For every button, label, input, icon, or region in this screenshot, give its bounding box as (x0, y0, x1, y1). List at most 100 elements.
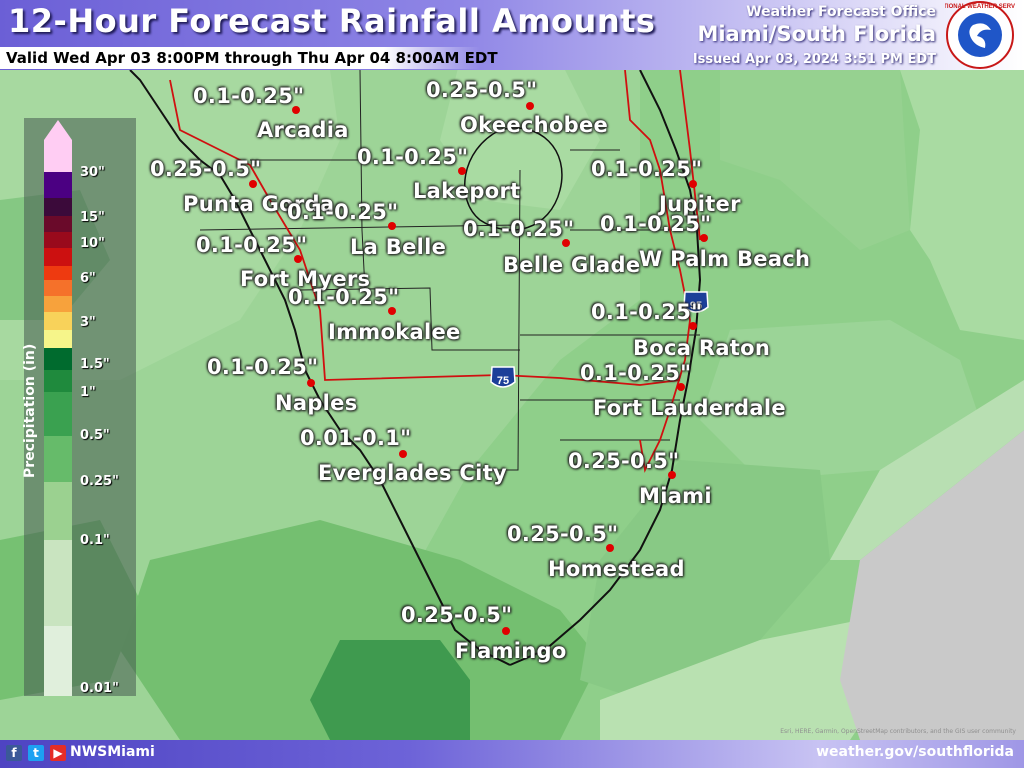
legend-band (44, 482, 72, 540)
city-marker (677, 383, 685, 391)
rainfall-amount: 0.25-0.5" (568, 449, 680, 473)
interstate-95-shield: 95 (683, 291, 709, 313)
city-label: Okeechobee (460, 113, 609, 137)
city-marker (399, 450, 407, 458)
rainfall-amount: 0.1-0.25" (591, 157, 703, 181)
coastline (129, 69, 702, 666)
rainfall-amount: 0.01-0.1" (300, 426, 412, 450)
legend-band (44, 330, 72, 348)
rainfall-amount: 0.25-0.5" (426, 78, 538, 102)
city-marker (294, 255, 302, 263)
legend-tick: 0.1" (80, 533, 110, 548)
city-marker (458, 167, 466, 175)
rainfall-amount: 0.25-0.5" (150, 157, 262, 181)
legend-tick: 3" (80, 315, 96, 330)
legend-tick: 15" (80, 210, 105, 225)
legend-color-scale (44, 120, 72, 706)
legend-band (44, 540, 72, 626)
rainfall-amount: 0.1-0.25" (580, 361, 692, 385)
map-title: 12-Hour Forecast Rainfall Amounts (8, 2, 656, 40)
city-label: Miami (639, 484, 712, 508)
city-marker (502, 627, 510, 635)
city-marker (249, 180, 257, 188)
legend-title: Precipitation (in) (22, 343, 38, 478)
city-label: Homestead (548, 557, 685, 581)
legend-band (44, 392, 72, 436)
svg-text:95: 95 (690, 300, 702, 312)
office-name: Miami/South Florida (697, 22, 936, 46)
legend-tick: 0.25" (80, 474, 119, 489)
city-label: Arcadia (257, 118, 349, 142)
legend-tick: 1" (80, 385, 96, 400)
legend-band (44, 436, 72, 482)
legend-band (44, 626, 72, 706)
legend-band (44, 280, 72, 296)
rainfall-amount: 0.1-0.25" (288, 285, 400, 309)
legend-arrow (44, 120, 72, 140)
city-marker (307, 379, 315, 387)
issued-time: Issued Apr 03, 2024 3:51 PM EDT (692, 52, 936, 67)
svg-text:75: 75 (497, 375, 509, 387)
footer-bar (0, 740, 1024, 768)
legend-band (44, 266, 72, 280)
twitter-icon[interactable]: t (28, 745, 44, 761)
city-label: La Belle (350, 235, 447, 259)
legend-band (44, 248, 72, 266)
city-label: Fort Myers (240, 267, 371, 291)
city-marker (292, 106, 300, 114)
city-label: Immokalee (328, 320, 461, 344)
city-label: Lakeport (413, 179, 521, 203)
facebook-icon[interactable]: f (6, 745, 22, 761)
rainfall-amount: 0.1-0.25" (591, 300, 703, 324)
legend-band (44, 216, 72, 232)
city-label: Belle Glade (503, 253, 641, 277)
county-lines (199, 69, 700, 471)
city-label: Everglades City (318, 461, 507, 485)
city-label: Flamingo (455, 639, 567, 663)
legend-band (44, 312, 72, 330)
rainfall-amount: 0.1-0.25" (463, 217, 575, 241)
city-marker (668, 471, 676, 479)
legend-band (44, 232, 72, 248)
legend-tick: 30" (80, 165, 105, 180)
rainfall-amount: 0.1-0.25" (357, 145, 469, 169)
legend-band (44, 172, 72, 198)
legend-tick: 10" (80, 236, 105, 251)
legend-band (44, 348, 72, 370)
city-label: Naples (275, 391, 358, 415)
rainfall-amount: 0.1-0.25" (287, 200, 399, 224)
city-label: Jupiter (659, 192, 741, 216)
website-link[interactable]: weather.gov/southflorida (816, 744, 1014, 760)
valid-time-bar (0, 47, 480, 69)
map-attribution: Esri, HERE, Garmin, OpenStreetMap contri… (780, 728, 1016, 735)
nws-logo: NATIONAL WEATHER SERVICE (945, 1, 1015, 69)
city-marker (700, 234, 708, 242)
city-label: Boca Raton (633, 336, 771, 360)
rainfall-amount: 0.1-0.25" (196, 233, 308, 257)
office-label: Weather Forecast Office (746, 4, 936, 20)
city-marker (606, 544, 614, 552)
rainfall-amount: 0.25-0.5" (401, 603, 513, 627)
svg-text:NATIONAL WEATHER SERVICE: NATIONAL WEATHER SERVICE (945, 4, 1015, 10)
legend-band (44, 370, 72, 392)
city-marker (562, 239, 570, 247)
interstate-75-shield: 75 (490, 366, 516, 388)
city-label: Punta Gorda (183, 192, 335, 216)
rainfall-amount: 0.25-0.5" (507, 522, 619, 546)
legend-tick: 6" (80, 271, 96, 286)
legend-tick: 0.01" (80, 681, 119, 696)
legend-band (44, 296, 72, 312)
city-marker (388, 222, 396, 230)
city-marker (526, 102, 534, 110)
city-label: Fort Lauderdale (593, 396, 786, 420)
city-marker (388, 307, 396, 315)
social-handle[interactable]: NWSMiami (70, 744, 155, 760)
legend-tick: 0.5" (80, 428, 110, 443)
rainfall-amount: 0.1-0.25" (600, 212, 712, 236)
rainfall-amount: 0.1-0.25" (193, 84, 305, 108)
city-marker (689, 180, 697, 188)
youtube-icon[interactable]: ▶ (50, 745, 66, 761)
legend-tick: 1.5" (80, 357, 110, 372)
valid-period: Valid Wed Apr 03 8:00PM through Thu Apr … (6, 49, 498, 67)
legend-band (44, 140, 72, 172)
